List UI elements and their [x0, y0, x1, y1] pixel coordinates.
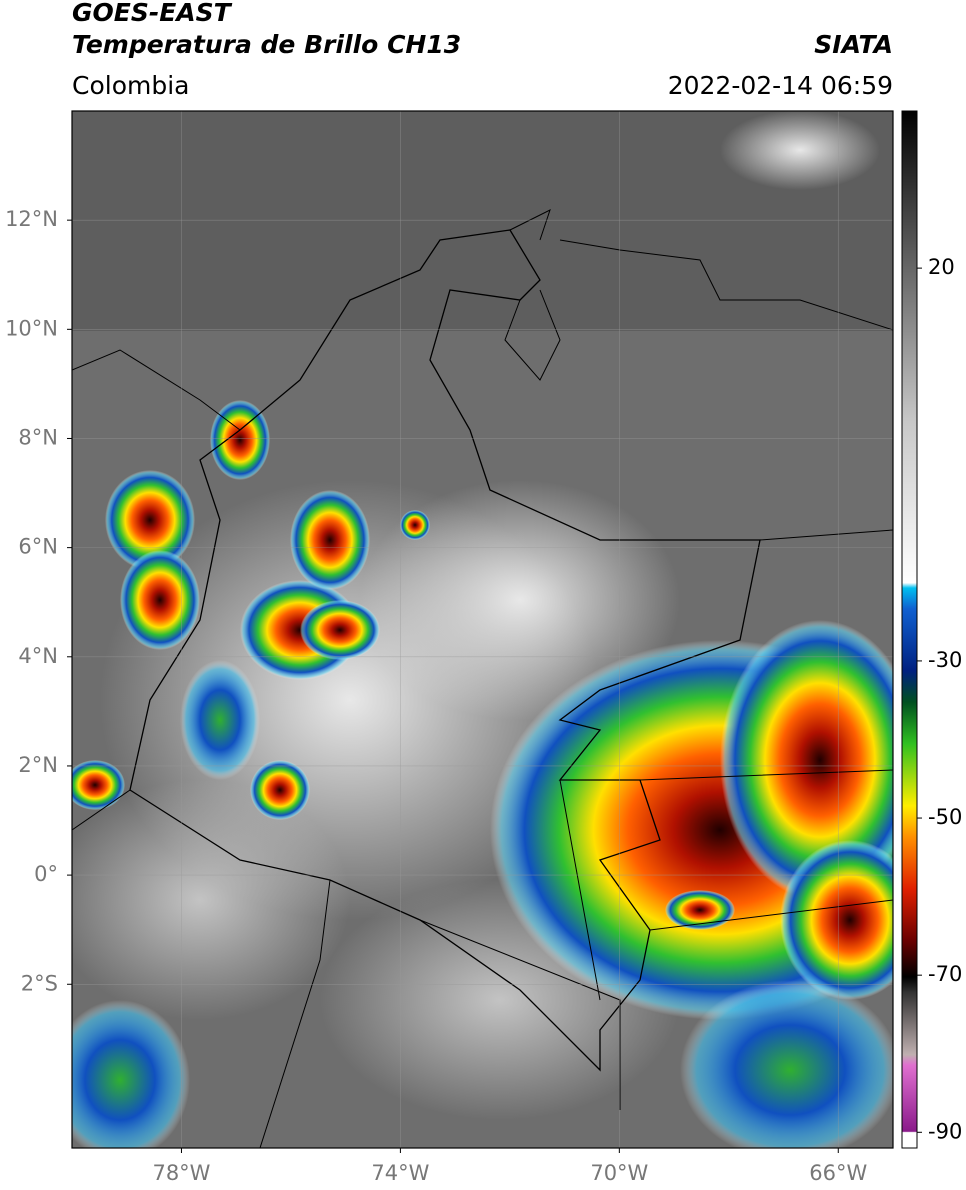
- y-tick-label: 12°N: [5, 207, 58, 231]
- y-tick-label: 8°N: [18, 425, 58, 449]
- colorbar-tick-label: -30: [928, 648, 962, 672]
- y-tick-label: 10°N: [5, 316, 58, 340]
- x-tick-label: 74°W: [371, 1161, 429, 1185]
- subtitle: Temperatura de Brillo CH13: [72, 30, 461, 59]
- x-tick-label: 66°W: [809, 1161, 867, 1185]
- x-tick-label: 78°W: [152, 1161, 210, 1185]
- map-frame: [71, 110, 894, 1149]
- y-tick-label: 4°N: [18, 644, 58, 668]
- region: Colombia: [72, 71, 189, 100]
- colorbar-tick-label: -50: [928, 805, 962, 829]
- colorbar-tick-label: -70: [928, 962, 962, 986]
- x-tick-label: 70°W: [590, 1161, 648, 1185]
- colorbar: [901, 110, 918, 1149]
- y-tick-label: 2°N: [18, 753, 58, 777]
- grid: [72, 111, 893, 1148]
- timestamp: 2022-02-14 06:59: [668, 71, 893, 100]
- y-tick-label: 6°N: [18, 535, 58, 559]
- source: SIATA: [814, 30, 893, 59]
- colorbar-tick-label: 20: [928, 255, 955, 279]
- title: GOES-EAST: [72, 0, 233, 27]
- satellite-image: [72, 111, 893, 1148]
- colorbar-tick-label: -90: [928, 1119, 962, 1143]
- y-tick-label: 2°S: [21, 971, 58, 995]
- y-tick-label: 0°: [34, 862, 58, 886]
